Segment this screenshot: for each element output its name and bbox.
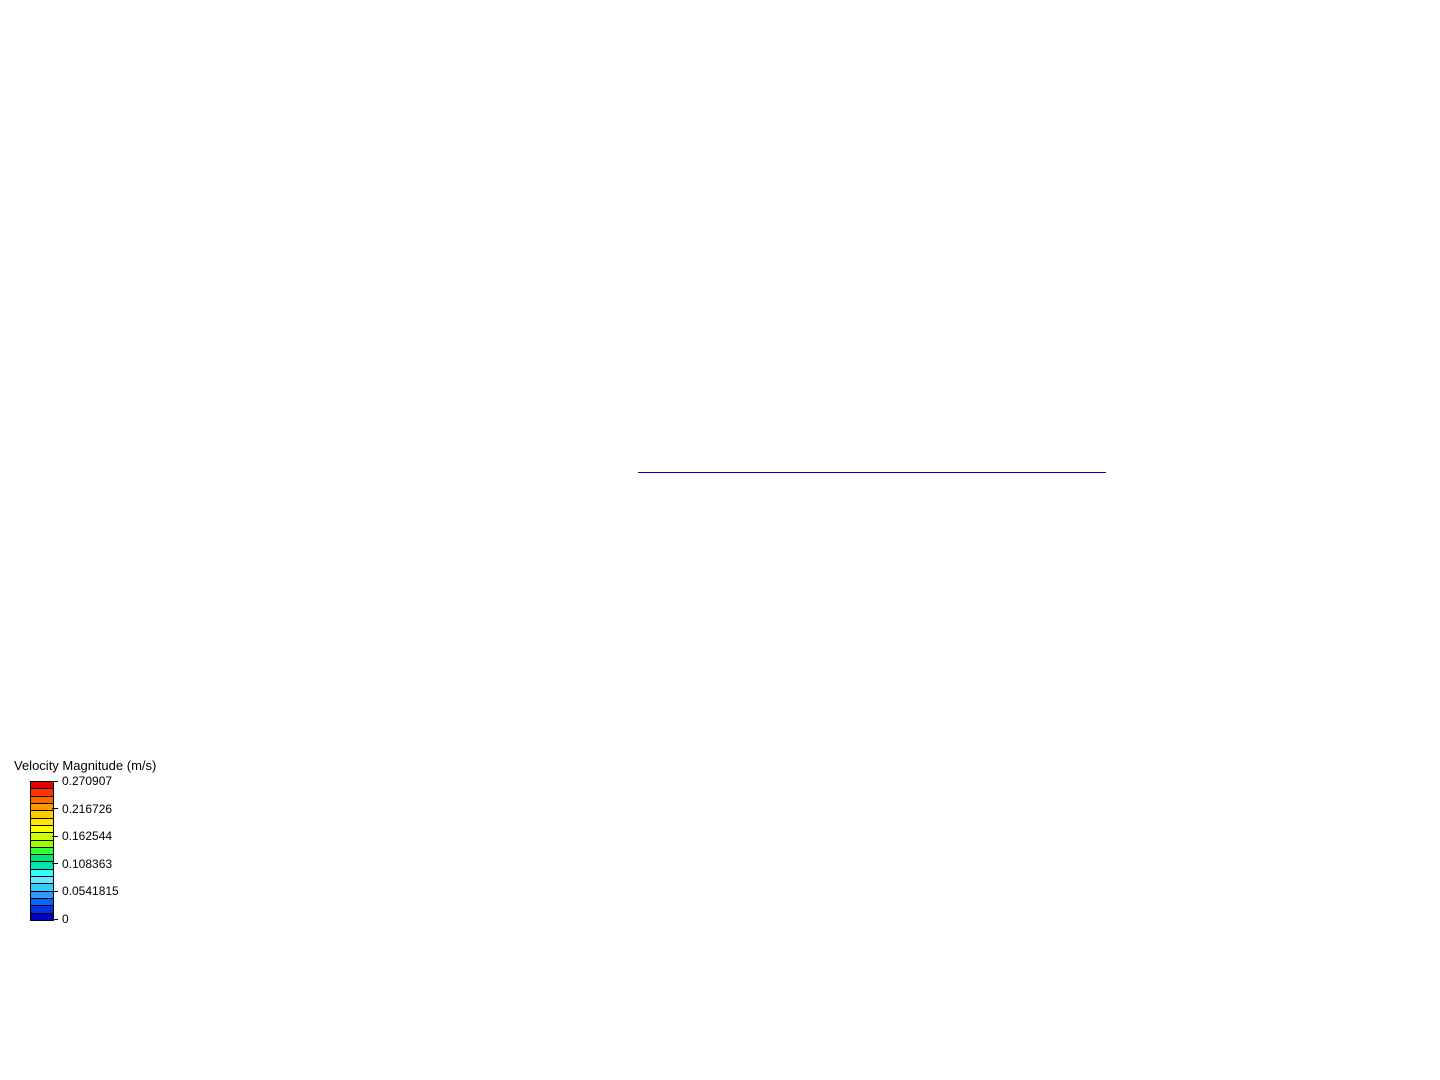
legend-swatch [31, 869, 53, 876]
legend-tick-mark [52, 919, 58, 920]
legend-tick-mark [52, 781, 58, 782]
legend-swatch [31, 825, 53, 832]
legend-swatch [31, 818, 53, 825]
legend-colorbar [30, 781, 54, 921]
legend-swatch [31, 832, 53, 839]
legend-tick-mark [52, 808, 58, 809]
velocity-contour-line [638, 472, 1106, 473]
color-legend: Velocity Magnitude (m/s) 0.270907 0.21672… [14, 758, 156, 919]
legend-swatch [31, 796, 53, 803]
legend-swatch [31, 810, 53, 817]
legend-tick-mark [52, 891, 58, 892]
legend-swatch [31, 840, 53, 847]
legend-swatch [31, 788, 53, 795]
legend-swatch [31, 854, 53, 861]
legend-tick-mark [52, 863, 58, 864]
legend-swatch [31, 883, 53, 890]
legend-tick-label: 0.270907 [62, 774, 112, 788]
legend-swatch [31, 898, 53, 905]
legend-tick: 0.0541815 [52, 884, 119, 898]
legend-swatch [31, 847, 53, 854]
legend-tick-label: 0.216726 [62, 802, 112, 816]
legend-tick: 0.270907 [52, 774, 112, 788]
legend-tick-label: 0.0541815 [62, 884, 119, 898]
legend-tick-label: 0.108363 [62, 857, 112, 871]
legend-tick-label: 0 [62, 912, 69, 926]
legend-tick: 0.216726 [52, 802, 112, 816]
legend-tick: 0.162544 [52, 829, 112, 843]
legend-swatch [31, 905, 53, 912]
legend-tick-mark [52, 836, 58, 837]
legend-swatch [31, 913, 53, 920]
legend-swatch [31, 803, 53, 810]
legend-tick: 0.108363 [52, 857, 112, 871]
legend-swatch [31, 876, 53, 883]
legend-swatch [31, 891, 53, 898]
legend-swatch [31, 861, 53, 868]
legend-tick: 0 [52, 912, 69, 926]
legend-tick-label: 0.162544 [62, 829, 112, 843]
legend-body: 0.2709070.2167260.1625440.1083630.054181… [30, 781, 172, 919]
legend-title: Velocity Magnitude (m/s) [14, 758, 156, 773]
